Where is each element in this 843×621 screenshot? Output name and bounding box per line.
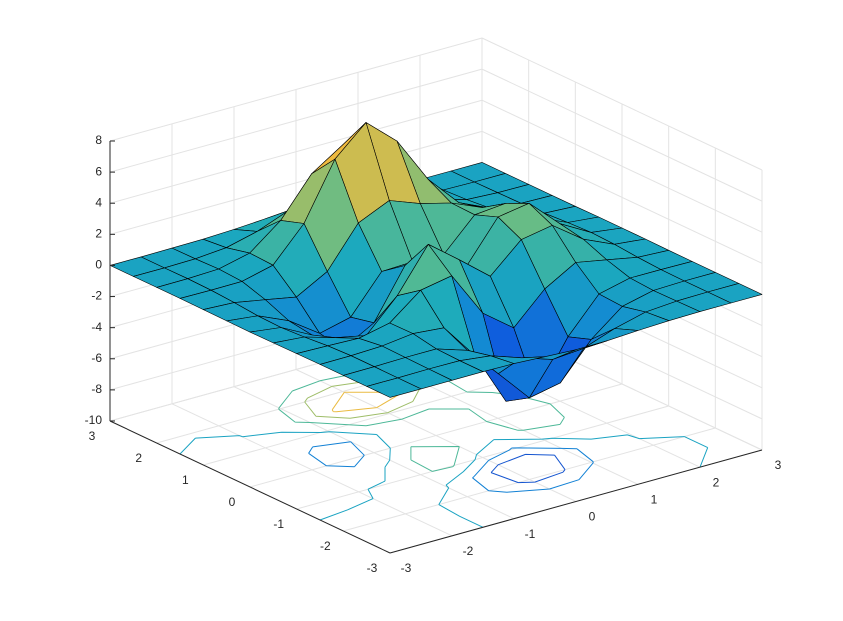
y-tick-label: -1 [273,517,284,531]
z-tick-label: -4 [91,320,102,334]
wall-grid-line [481,68,763,202]
contours [179,372,709,528]
z-tick-label: 0 [95,258,102,272]
z-tick-label: 4 [95,195,102,209]
wall-grid-line [109,37,483,142]
y-tick-label: -2 [320,539,331,553]
y-tick-label: 3 [89,429,96,443]
z-tick-label: 2 [95,227,102,241]
wall-grid-line [481,130,763,264]
contour-line [278,372,565,472]
z-tick-label: -8 [91,382,102,396]
surface-face [366,377,422,398]
y-tick-label: 2 [135,451,142,465]
floor-grid-line [296,405,669,510]
z-tick-label: -10 [85,413,103,427]
x-tick-label: -1 [525,527,536,541]
x-tick-label: 1 [651,493,658,507]
contour-line [490,453,566,484]
wall-grid-line [109,68,483,173]
wall-grid-line [109,99,483,204]
wall-grid-line [481,99,763,233]
y-tick-label: 0 [229,495,236,509]
axis-line [389,449,763,554]
y-tick-label: 1 [182,473,189,487]
axis-line [109,420,391,554]
wall-grid-line [481,37,763,171]
wall-grid-line [109,130,483,235]
contour-line [179,431,709,528]
z-tick-label: -2 [91,289,102,303]
x-tick-label: 0 [589,510,596,524]
x-tick-label: -3 [401,561,412,575]
x-tick-label: 3 [775,458,782,472]
x-tick-label: -2 [463,544,474,558]
contour-line [308,441,594,493]
z-tick-label: -6 [91,351,102,365]
z-tick-label: 6 [95,164,102,178]
x-tick-label: 2 [713,475,720,489]
floor-grid-line [343,427,716,532]
z-tick-label: 8 [95,133,102,147]
y-tick-label: -3 [367,561,378,575]
surface [109,122,763,402]
floor-grid-line [249,383,623,488]
